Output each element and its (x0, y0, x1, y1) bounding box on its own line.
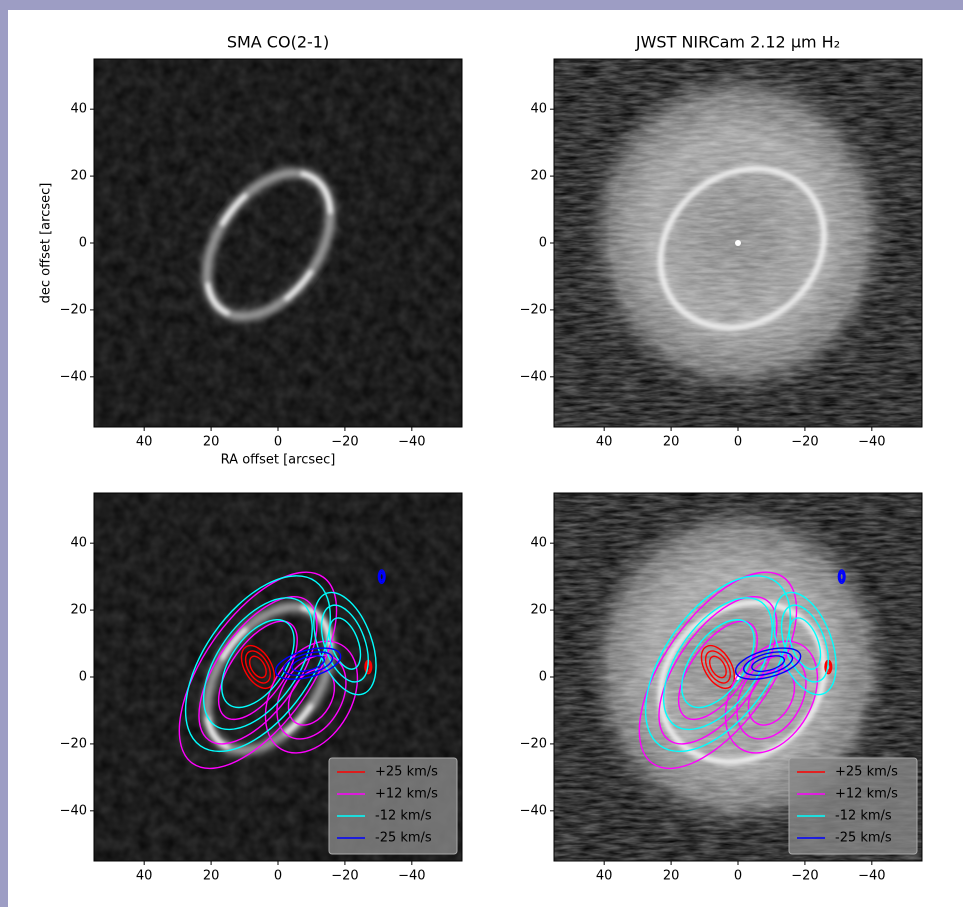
y-tick-label: 20 (70, 603, 87, 618)
legend-label: +25 km/s (375, 765, 438, 780)
y-tick-label: −40 (520, 369, 547, 384)
x-tick-label: 0 (274, 435, 282, 450)
legend-label: +25 km/s (835, 765, 898, 780)
x-tick-label: −40 (398, 869, 425, 884)
legend-label: -25 km/s (835, 831, 892, 846)
y-tick-label: 40 (530, 536, 547, 551)
noise (94, 59, 462, 427)
x-axis-label: RA offset [arcsec] (221, 453, 336, 468)
image-panel: 40 20 0 −20 −40 −40 −20 0 20 40 SMA CO(2-1) RA offs… (39, 33, 463, 468)
y-tick-label: 0 (79, 670, 87, 685)
x-tick-label: 0 (274, 869, 282, 884)
y-tick-label: 20 (530, 603, 547, 618)
legend-label: +12 km/s (375, 787, 438, 802)
y-tick-label: 0 (539, 670, 547, 685)
x-tick-label: 40 (136, 435, 153, 450)
x-tick-label: −20 (331, 869, 358, 884)
x-tick-label: 20 (203, 435, 220, 450)
x-tick-label: −20 (331, 435, 358, 450)
x-tick-label: 40 (596, 435, 613, 450)
figure: 40 20 0 −20 −40 −40 −20 0 20 40 SMA CO(2-1) RA offs… (0, 0, 963, 907)
legend-label: +12 km/s (835, 787, 898, 802)
panel-title: SMA CO(2-1) (227, 33, 329, 52)
x-tick-label: 40 (596, 869, 613, 884)
y-tick-label: 20 (530, 169, 547, 184)
x-tick-label: 0 (734, 435, 742, 450)
y-tick-label: −20 (520, 302, 547, 317)
x-tick-label: 20 (203, 869, 220, 884)
panel-title: JWST NIRCam 2.12 μm H₂ (635, 33, 840, 52)
x-tick-label: −40 (858, 869, 885, 884)
y-tick-label: −20 (520, 736, 547, 751)
image-panel: +25 km/s +12 km/s -12 km/s -25 km/s 40 20 0 −20… (520, 493, 922, 884)
y-tick-label: 0 (539, 236, 547, 251)
x-tick-label: −40 (398, 435, 425, 450)
image-panel: 40 20 0 −20 −40 −40 −20 0 20 40 JWST NIRCam 2.12 μ… (520, 33, 922, 450)
y-tick-label: −40 (520, 803, 547, 818)
image-panel: +25 km/s +12 km/s -12 km/s -25 km/s 40 20 0 −20… (60, 493, 462, 884)
y-tick-label: 40 (530, 102, 547, 117)
legend-label: -12 km/s (835, 809, 892, 824)
y-tick-label: −40 (60, 803, 87, 818)
image (94, 59, 462, 427)
legend-label: -12 km/s (375, 809, 432, 824)
y-tick-label: 40 (70, 536, 87, 551)
x-tick-label: 0 (734, 869, 742, 884)
x-tick-label: 20 (663, 435, 680, 450)
x-tick-label: −40 (858, 435, 885, 450)
image (554, 59, 922, 427)
star (735, 240, 741, 246)
x-tick-label: −20 (791, 435, 818, 450)
y-tick-label: 0 (79, 236, 87, 251)
x-tick-label: −20 (791, 869, 818, 884)
y-tick-label: 20 (70, 169, 87, 184)
x-tick-label: 20 (663, 869, 680, 884)
page: 40 20 0 −20 −40 −40 −20 0 20 40 SMA CO(2-1) RA offs… (0, 0, 963, 907)
y-tick-label: 40 (70, 102, 87, 117)
y-axis-label: dec offset [arcsec] (39, 183, 54, 304)
legend-label: -25 km/s (375, 831, 432, 846)
y-tick-label: −40 (60, 369, 87, 384)
y-tick-label: −20 (60, 736, 87, 751)
y-tick-label: −20 (60, 302, 87, 317)
x-tick-label: 40 (136, 869, 153, 884)
